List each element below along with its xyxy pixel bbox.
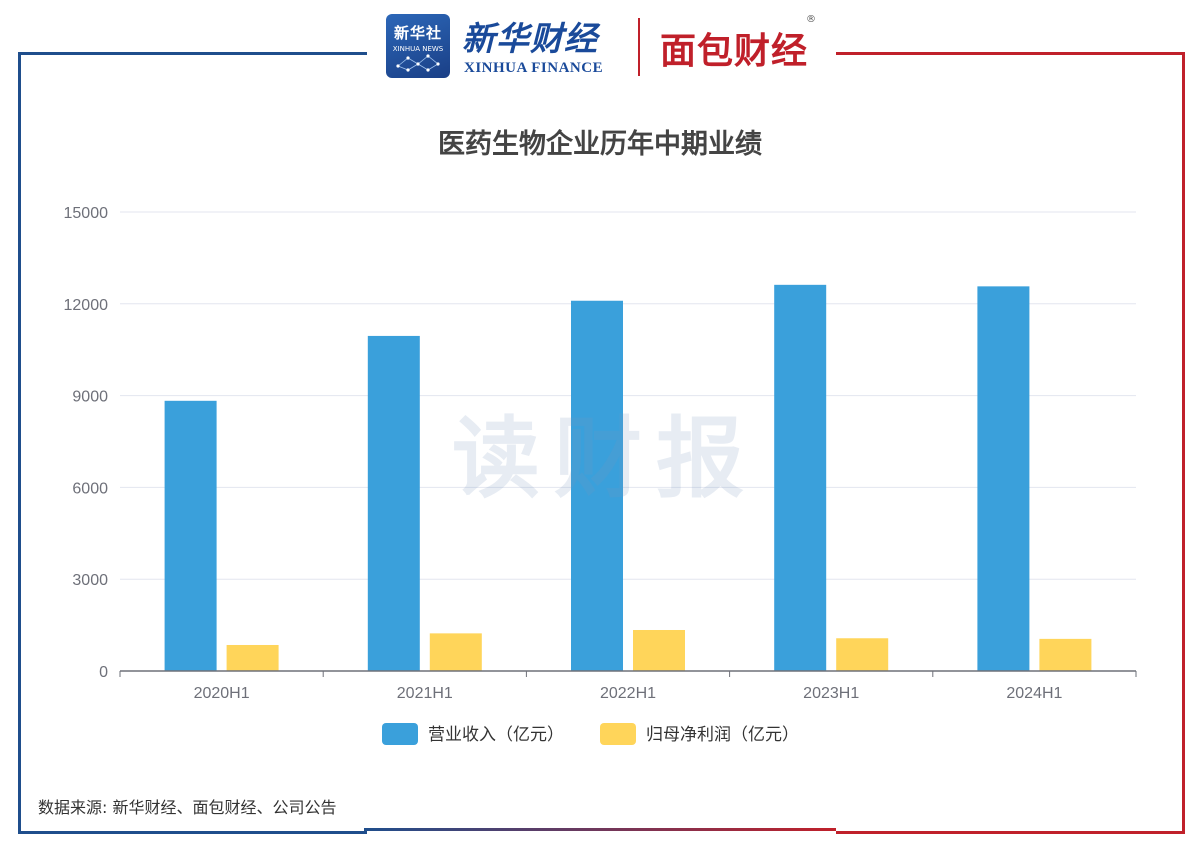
frame-bottom (364, 828, 836, 831)
legend-swatch-profit (600, 723, 636, 745)
logo-divider (638, 18, 640, 76)
bar-profit (836, 638, 889, 671)
x-tick-label: 2023H1 (803, 685, 859, 702)
xinhua-finance-logo: 新华财经 (462, 19, 598, 58)
registered-mark: ® (806, 14, 816, 25)
y-tick-label: 9000 (72, 389, 108, 406)
x-tick-label: 2020H1 (194, 685, 250, 702)
watermark: 读财报 (452, 407, 759, 510)
y-tick-label: 6000 (72, 480, 108, 497)
bar-revenue (164, 400, 217, 671)
bar-profit (226, 644, 279, 671)
legend-label-profit: 归母净利润（亿元） (646, 725, 799, 745)
chart-title: 医药生物企业历年中期业绩 (438, 129, 762, 160)
x-tick-label: 2022H1 (600, 685, 656, 702)
x-tick-label: 2021H1 (397, 685, 453, 702)
legend-label-revenue: 营业收入（亿元） (428, 725, 564, 745)
bar-revenue (774, 284, 827, 671)
frame-right (836, 52, 1185, 834)
network-icon (396, 54, 440, 72)
bar-profit (429, 633, 482, 671)
mianbao-finance-logo: 面包财经 (660, 31, 809, 72)
y-tick-label: 3000 (72, 572, 108, 589)
legend-swatch-revenue (382, 723, 418, 745)
header-logos: 新华社 XINHUA NEWS 新华财经 XINHUA FINANCE 面包财经… (384, 10, 824, 82)
x-tick-label: 2024H1 (1006, 685, 1062, 702)
frame-left (18, 52, 367, 834)
bar-revenue (977, 286, 1030, 671)
source-note: 数据来源: 新华财经、面包财经、公司公告 (38, 798, 337, 817)
bar-revenue (571, 300, 623, 671)
bar-profit (633, 629, 685, 671)
y-tick-label: 0 (99, 664, 108, 681)
y-tick-label: 15000 (64, 205, 109, 222)
bar-profit (1039, 638, 1092, 671)
xinhua-news-logo: 新华社 XINHUA NEWS (386, 14, 450, 78)
xinhua-finance-english: XINHUA FINANCE (464, 60, 604, 76)
y-tick-label: 12000 (64, 297, 109, 314)
bar-revenue (367, 335, 420, 671)
